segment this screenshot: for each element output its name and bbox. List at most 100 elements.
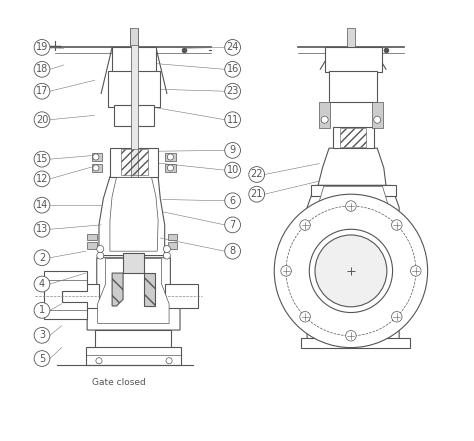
Text: 15: 15: [36, 154, 48, 164]
FancyBboxPatch shape: [329, 71, 377, 102]
Text: 3: 3: [39, 330, 45, 340]
Circle shape: [97, 252, 104, 259]
Circle shape: [249, 186, 264, 202]
Circle shape: [166, 358, 172, 364]
Polygon shape: [44, 271, 87, 319]
Circle shape: [34, 112, 50, 127]
Circle shape: [93, 154, 99, 160]
FancyBboxPatch shape: [131, 45, 137, 177]
Text: 22: 22: [250, 169, 263, 179]
Text: 11: 11: [227, 115, 239, 125]
Circle shape: [97, 246, 104, 253]
Circle shape: [34, 250, 50, 265]
Text: 24: 24: [227, 42, 239, 52]
Text: 5: 5: [39, 354, 45, 363]
Text: 13: 13: [36, 224, 48, 234]
Text: 20: 20: [36, 115, 48, 125]
FancyBboxPatch shape: [168, 234, 177, 240]
Circle shape: [392, 220, 402, 230]
Circle shape: [225, 40, 240, 55]
FancyBboxPatch shape: [114, 105, 154, 126]
Circle shape: [225, 243, 240, 259]
Polygon shape: [318, 186, 388, 336]
Circle shape: [300, 311, 310, 322]
Circle shape: [34, 83, 50, 99]
Text: 8: 8: [229, 246, 236, 256]
Circle shape: [34, 61, 50, 77]
Circle shape: [164, 246, 170, 253]
Circle shape: [310, 229, 392, 313]
Circle shape: [225, 193, 240, 209]
Polygon shape: [98, 258, 169, 324]
Text: Gate closed: Gate closed: [92, 378, 146, 387]
FancyBboxPatch shape: [164, 164, 176, 172]
Text: 14: 14: [36, 200, 48, 210]
Circle shape: [315, 235, 387, 307]
FancyBboxPatch shape: [108, 71, 160, 107]
Circle shape: [321, 116, 328, 123]
Text: 10: 10: [227, 165, 239, 175]
Text: 21: 21: [251, 189, 263, 199]
Circle shape: [225, 142, 240, 158]
FancyBboxPatch shape: [86, 347, 182, 365]
FancyBboxPatch shape: [372, 102, 383, 128]
FancyBboxPatch shape: [325, 47, 382, 71]
Circle shape: [225, 162, 240, 178]
Circle shape: [96, 358, 102, 364]
Polygon shape: [318, 148, 386, 186]
Circle shape: [34, 221, 50, 237]
Circle shape: [167, 165, 173, 171]
Circle shape: [346, 330, 356, 341]
Circle shape: [225, 217, 240, 233]
Polygon shape: [87, 258, 180, 330]
Circle shape: [34, 351, 50, 366]
Polygon shape: [307, 186, 399, 339]
Circle shape: [225, 83, 240, 99]
Circle shape: [410, 265, 421, 276]
Circle shape: [392, 311, 402, 322]
FancyBboxPatch shape: [129, 28, 137, 47]
Circle shape: [274, 194, 428, 348]
Circle shape: [164, 252, 170, 259]
Circle shape: [34, 40, 50, 55]
FancyBboxPatch shape: [112, 47, 156, 71]
Text: 1: 1: [39, 305, 45, 315]
FancyBboxPatch shape: [319, 102, 330, 128]
Circle shape: [34, 303, 50, 318]
FancyBboxPatch shape: [87, 234, 97, 240]
Circle shape: [167, 154, 173, 160]
Polygon shape: [144, 273, 155, 306]
Text: 4: 4: [39, 279, 45, 289]
Text: 12: 12: [36, 174, 48, 184]
Text: 16: 16: [227, 64, 239, 75]
Circle shape: [374, 116, 381, 123]
FancyBboxPatch shape: [301, 338, 410, 348]
Polygon shape: [112, 273, 123, 306]
Text: Gate open: Gate open: [373, 269, 420, 278]
Circle shape: [34, 197, 50, 213]
FancyBboxPatch shape: [347, 28, 356, 47]
FancyBboxPatch shape: [91, 164, 102, 172]
Circle shape: [300, 220, 310, 230]
Circle shape: [225, 61, 240, 77]
Text: 18: 18: [36, 64, 48, 75]
Text: 23: 23: [227, 86, 239, 96]
Polygon shape: [110, 178, 158, 251]
Text: 17: 17: [36, 86, 48, 96]
FancyBboxPatch shape: [110, 148, 158, 177]
Polygon shape: [99, 177, 164, 255]
Circle shape: [34, 171, 50, 187]
FancyBboxPatch shape: [123, 254, 144, 273]
Polygon shape: [95, 330, 171, 348]
Text: 19: 19: [36, 42, 48, 52]
Circle shape: [34, 327, 50, 343]
FancyBboxPatch shape: [62, 284, 99, 308]
FancyBboxPatch shape: [164, 153, 176, 161]
FancyBboxPatch shape: [164, 284, 198, 308]
FancyBboxPatch shape: [168, 243, 177, 249]
Text: 7: 7: [229, 220, 236, 230]
Text: 9: 9: [229, 146, 236, 155]
FancyBboxPatch shape: [310, 186, 396, 196]
FancyBboxPatch shape: [87, 243, 97, 249]
Text: 6: 6: [229, 196, 236, 206]
